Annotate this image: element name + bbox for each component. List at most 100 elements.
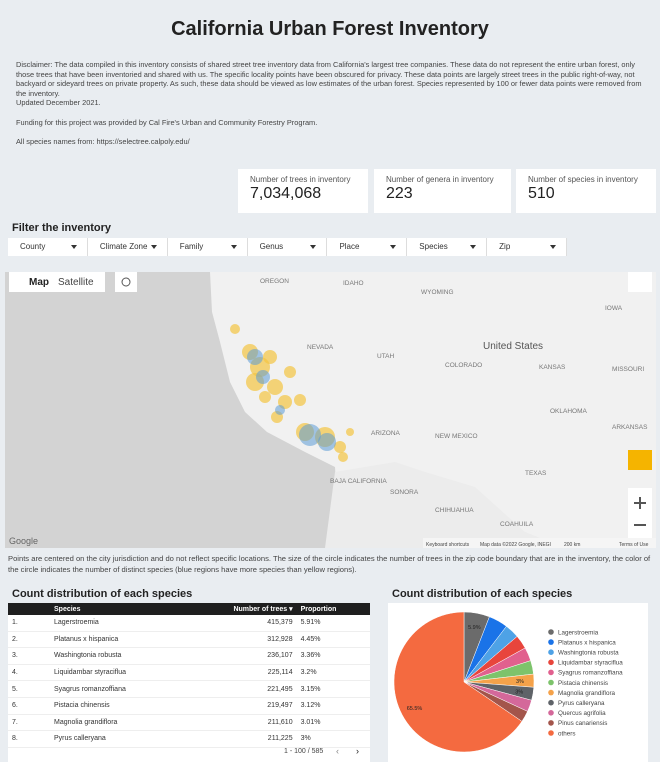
next-page[interactable]: › — [356, 746, 359, 756]
filter-label: Zip — [499, 242, 511, 251]
pegman[interactable] — [628, 450, 652, 470]
dropdown-arrow — [230, 245, 237, 249]
legend-label: Magnolia grandiflora — [558, 690, 616, 697]
filter-dropdown[interactable]: Place — [327, 238, 408, 256]
attribution-bar — [423, 538, 656, 548]
page-title: California Urban Forest Inventory — [171, 18, 489, 40]
disclaimer: Disclaimer: The data compiled in this in… — [16, 60, 646, 146]
legend-swatch — [548, 689, 554, 696]
legend-swatch — [548, 639, 554, 645]
kpi-card: Number of species in inventory 510 — [516, 169, 656, 213]
paragraph: Funding for this project was provided by… — [16, 117, 318, 127]
table-row: 1. Lagerstroemia 415,379 5.91% — [8, 615, 370, 632]
legend-label: Pistacia chinensis — [558, 680, 608, 687]
arrow — [230, 245, 237, 249]
map-label: ARKANSAS — [612, 424, 648, 431]
arrow — [150, 245, 157, 249]
map-type-control[interactable] — [9, 272, 105, 292]
kpi-value: 7,034,068 — [250, 185, 322, 202]
table-cell: 1. — [8, 615, 50, 632]
table-title: Count distribution of each species — [12, 588, 193, 600]
legend-label: Platanus x hispanica — [558, 639, 616, 646]
table-row: 4. Liquidambar styraciflua 225,114 3.2% — [8, 664, 370, 682]
zoom-control[interactable] — [628, 488, 652, 540]
prev-page[interactable]: ‹ — [336, 746, 339, 756]
arrow — [390, 245, 397, 249]
dropdown-arrow — [550, 245, 557, 249]
table-row: 2. Platanus x hispanica 312,928 4.45% — [8, 631, 370, 649]
legend-swatch — [548, 659, 554, 666]
table-cell: 211,225 — [184, 730, 297, 748]
map-logo: Google — [9, 536, 38, 546]
legend-label: others — [558, 730, 576, 737]
map-points — [247, 349, 336, 451]
map-label: TEXAS — [525, 470, 547, 477]
header-cell[interactable]: Number of trees ▾ — [184, 603, 297, 615]
legend-label: Pyrus calleryana — [558, 700, 605, 707]
table-row: 8. Pyrus calleryana 211,225 3% — [8, 730, 370, 748]
pagination: 1 - 100 / 585 — [284, 748, 324, 755]
slice-label: 3% — [515, 689, 523, 695]
header-cell: Proportion — [296, 603, 370, 615]
filter-title: Filter the inventory — [12, 222, 112, 234]
chart-title: Count distribution of each species — [392, 588, 573, 600]
filter-dropdown[interactable]: Climate Zone — [88, 238, 168, 256]
table-cell: 236,107 — [184, 647, 297, 665]
filter-label: Climate Zone — [99, 242, 148, 251]
paragraph: All species names from: https://selectre… — [16, 136, 190, 146]
filter-dropdown[interactable]: County — [8, 238, 88, 256]
table-cell: Washingtonia robusta — [50, 647, 185, 665]
slice-label: 3% — [516, 679, 524, 685]
map-label: IOWA — [605, 305, 623, 312]
attribution[interactable]: Terms of Use — [619, 542, 649, 548]
map-label: UTAH — [377, 353, 395, 360]
icon — [121, 277, 131, 287]
kpi-label: Number of trees in inventory — [250, 175, 351, 184]
legend-label: Quercus agrifolia — [558, 710, 606, 717]
legend-swatch — [548, 720, 554, 726]
attribution: 200 km — [564, 542, 580, 548]
map-ocean — [5, 272, 345, 548]
table-cell: Lagerstroemia — [50, 615, 185, 632]
table-cell: 5. — [8, 680, 50, 698]
table-cell: Pistacia chinensis — [50, 697, 185, 715]
table-row: 5. Syagrus romanzoffiana 221,495 3.15% — [8, 680, 370, 698]
legend-swatch — [548, 710, 554, 716]
table-cell: 3.36% — [296, 647, 370, 665]
table-cell: 312,928 — [184, 631, 297, 649]
filter-label: County — [20, 242, 46, 251]
table-cell: Magnolia grandiflora — [50, 714, 185, 732]
legend-label: Syagrus romanzoffiana — [558, 670, 623, 677]
map-button[interactable]: Map — [29, 277, 49, 288]
filter-dropdown[interactable]: Genus — [248, 238, 328, 256]
map-button[interactable]: Satellite — [58, 277, 94, 288]
sort-icon: ▾ — [289, 606, 293, 613]
filter-dropdown[interactable]: Species — [407, 238, 488, 256]
dropdown-arrow — [70, 245, 77, 249]
legend-label: Liquidambar styraciflua — [558, 660, 623, 667]
arrow — [550, 245, 557, 249]
legend-label: Lagerstroemia — [558, 629, 599, 636]
location-button[interactable] — [115, 272, 137, 292]
table-cell: 219,497 — [184, 697, 297, 715]
attribution[interactable]: Keyboard shortcuts — [426, 542, 470, 548]
fullscreen-button[interactable] — [628, 272, 652, 292]
filter-label: Genus — [259, 242, 284, 251]
paragraph: Updated December 2021. — [16, 98, 101, 108]
map-label: WYOMING — [421, 289, 454, 296]
table-cell: 4.45% — [296, 631, 370, 649]
filter-dropdown[interactable]: Zip — [487, 238, 568, 256]
table-cell: 7. — [8, 714, 50, 732]
header-text: Number of trees — [233, 606, 288, 613]
table-cell: 3.15% — [296, 680, 370, 698]
table-cell: 6. — [8, 697, 50, 715]
map-label: NEVADA — [307, 344, 334, 351]
legend-swatch — [548, 669, 554, 676]
pie-slice — [393, 611, 523, 753]
kpi-value: 223 — [386, 185, 413, 202]
filter-dropdown[interactable]: Family — [168, 238, 248, 256]
map-label: COAHUILA — [500, 521, 534, 528]
filter-label: Family — [179, 242, 204, 251]
table-cell: Platanus x hispanica — [50, 631, 185, 649]
table-cell: 4. — [8, 664, 50, 682]
